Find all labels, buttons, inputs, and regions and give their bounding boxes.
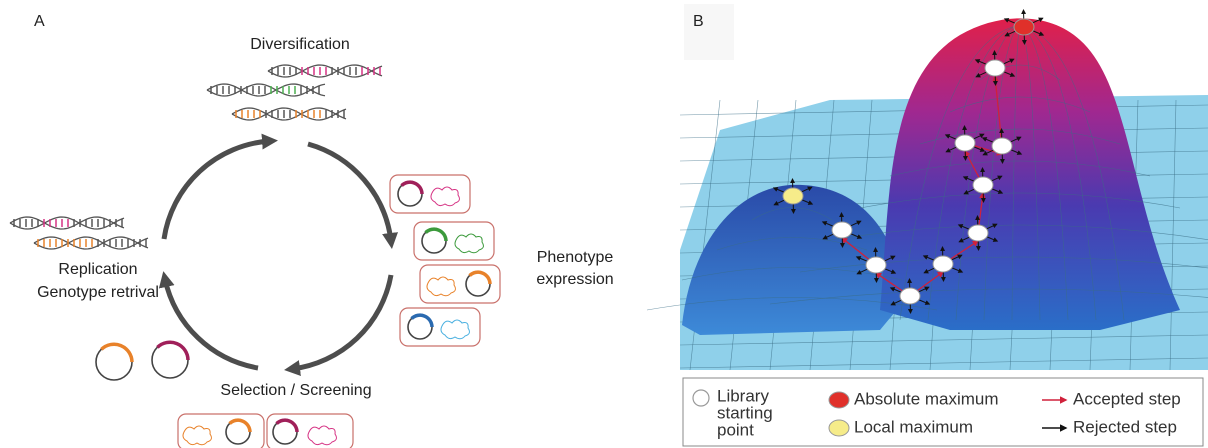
- plasmid-gene: [157, 342, 188, 360]
- legend-label: Absolute maximum: [854, 389, 999, 408]
- dna-strand: [268, 65, 382, 77]
- panel-label: A: [34, 13, 45, 30]
- library-point: [955, 135, 975, 151]
- stage-label: Selection / Screening: [220, 382, 371, 399]
- library-point: [900, 288, 920, 304]
- dna-strands: [207, 65, 382, 120]
- dna-strand: [34, 237, 148, 249]
- expression-boxes: [178, 175, 500, 448]
- stage-label: expression: [536, 271, 613, 288]
- cycle-arrow: [308, 144, 391, 241]
- dna-strand: [232, 108, 346, 120]
- cycle-arrow: [164, 141, 270, 239]
- figure: A Diversification Phenotype expression R…: [0, 0, 1208, 448]
- cycle-arrow: [165, 279, 258, 368]
- label-bg: [684, 4, 734, 60]
- library-point: [866, 257, 886, 273]
- plasmid-gene: [101, 344, 132, 362]
- stage-label: Replication: [58, 261, 137, 278]
- stage-label: Phenotype: [537, 249, 614, 266]
- legend-symbol: [829, 420, 849, 436]
- panel-label: B: [693, 13, 704, 30]
- legend-label: Accepted step: [1073, 389, 1181, 408]
- library-point: [832, 222, 852, 238]
- dna-strand: [10, 217, 124, 229]
- library-point: [968, 225, 988, 241]
- legend-symbol: [829, 392, 849, 408]
- library-point: [992, 138, 1012, 154]
- dna-strand: [268, 65, 382, 77]
- legend-symbol: [693, 390, 709, 406]
- legend-label: Local maximum: [854, 417, 973, 436]
- absolute-maximum: [1014, 19, 1034, 35]
- library-point: [985, 60, 1005, 76]
- library-point: [933, 256, 953, 272]
- cycle-arrow: [292, 275, 391, 369]
- local-maximum: [783, 188, 803, 204]
- dna-strand: [34, 237, 148, 249]
- global-hill: [880, 18, 1180, 330]
- box: [420, 265, 500, 303]
- stage-label: Genotype retrival: [37, 284, 159, 301]
- dna-strand: [10, 217, 124, 229]
- library-point: [973, 177, 993, 193]
- legend-label: Rejected step: [1073, 417, 1177, 436]
- dna-strand: [232, 108, 346, 120]
- stage-label: Diversification: [250, 36, 350, 53]
- legend-label: point: [717, 420, 754, 439]
